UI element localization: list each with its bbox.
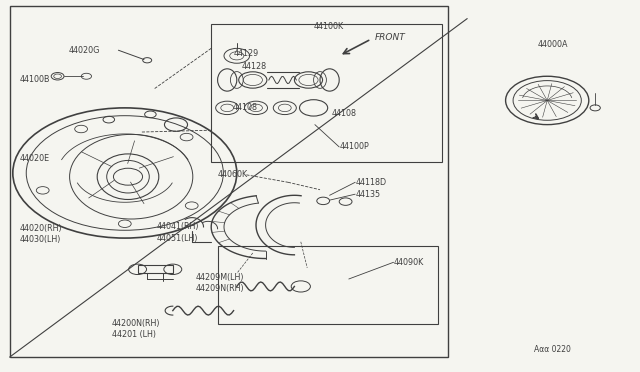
Text: 44100B: 44100B: [19, 76, 50, 84]
Text: 44100K: 44100K: [314, 22, 344, 31]
Text: 44020(RH): 44020(RH): [19, 224, 62, 233]
Text: 44041(RH): 44041(RH): [157, 222, 199, 231]
Bar: [211, 24, 442, 162]
Text: 44118D: 44118D: [355, 178, 387, 187]
Text: 44020G: 44020G: [69, 46, 100, 55]
Text: 44060K: 44060K: [218, 170, 248, 179]
Text: 44201 (LH): 44201 (LH): [112, 330, 156, 339]
Text: 44000A: 44000A: [538, 40, 568, 49]
Text: 44128: 44128: [242, 62, 267, 71]
Text: 44030(LH): 44030(LH): [19, 235, 61, 244]
Text: FRONT: FRONT: [374, 33, 405, 42]
Text: 44135: 44135: [355, 190, 380, 199]
Text: 44209M(LH): 44209M(LH): [195, 273, 244, 282]
Bar: [218, 246, 438, 324]
Text: 44020E: 44020E: [19, 154, 49, 163]
Bar: [138, 265, 173, 273]
Text: 44090K: 44090K: [394, 258, 424, 267]
Bar: [10, 6, 448, 357]
Text: 44200N(RH): 44200N(RH): [112, 319, 161, 328]
Text: 44051(LH): 44051(LH): [157, 234, 198, 243]
Text: 44108: 44108: [332, 109, 356, 118]
Text: 44209N(RH): 44209N(RH): [195, 284, 244, 293]
Text: 44108: 44108: [232, 103, 257, 112]
Text: 44100P: 44100P: [339, 142, 369, 151]
Text: Aαα 0220: Aαα 0220: [534, 345, 572, 354]
Text: 44129: 44129: [234, 49, 259, 58]
